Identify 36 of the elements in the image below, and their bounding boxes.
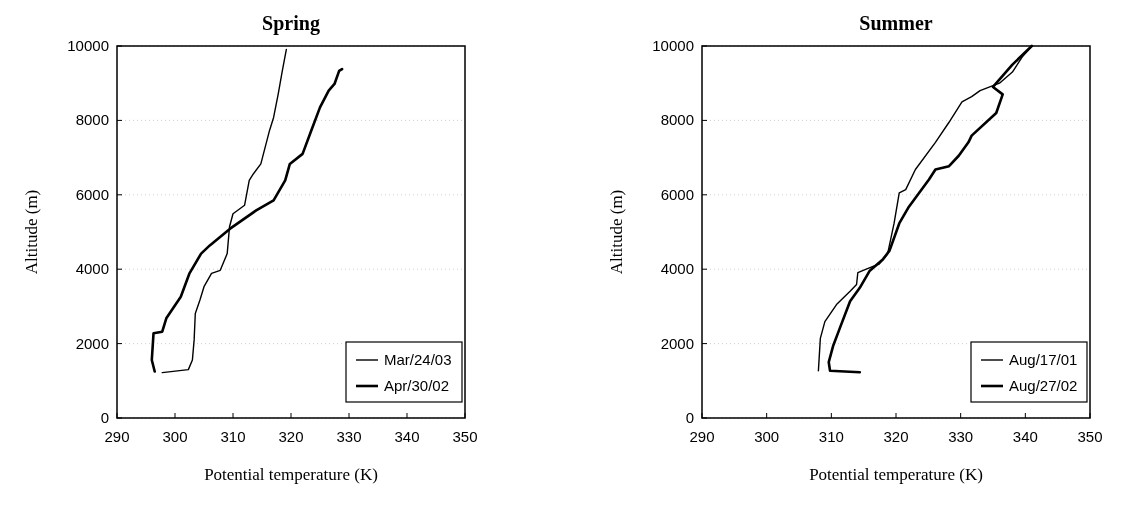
x-axis-title: Potential temperature (K) — [809, 465, 983, 484]
y-tick-label: 8000 — [660, 111, 694, 129]
x-tick-label: 310 — [220, 428, 246, 445]
x-tick-label: 290 — [104, 428, 130, 445]
chart-title: Spring — [262, 12, 320, 35]
x-tick-label: 350 — [1077, 428, 1103, 445]
y-tick-label: 0 — [685, 409, 694, 426]
y-tick-label: 6000 — [75, 185, 109, 203]
y-axis-title: Altitude (m) — [22, 189, 41, 275]
x-tick-label: 310 — [818, 428, 844, 445]
x-tick-label: 290 — [689, 428, 715, 445]
x-tick-label: 330 — [948, 428, 974, 445]
x-tick-label: 340 — [1012, 428, 1038, 445]
y-tick-label: 4000 — [660, 260, 694, 278]
y-tick-label: 2000 — [75, 334, 109, 352]
x-axis-title: Potential temperature (K) — [204, 465, 378, 484]
legend-label: Mar/24/03 — [384, 351, 452, 368]
y-tick-label: 10000 — [652, 37, 694, 54]
x-tick-label: 300 — [162, 428, 188, 445]
y-tick-label: 8000 — [75, 111, 109, 129]
x-tick-label: 320 — [278, 428, 304, 445]
y-tick-label: 10000 — [67, 37, 109, 54]
y-axis-title: Altitude (m) — [607, 189, 626, 275]
legend-label: Apr/30/02 — [384, 377, 450, 394]
x-tick-label: 330 — [336, 428, 362, 445]
x-tick-label: 320 — [883, 428, 909, 445]
legend-label: Aug/17/01 — [1009, 351, 1078, 368]
x-tick-label: 340 — [394, 428, 420, 445]
x-tick-label: 350 — [452, 428, 478, 445]
legend-label: Aug/27/02 — [1009, 377, 1078, 394]
y-tick-label: 6000 — [660, 185, 694, 203]
y-tick-label: 4000 — [75, 260, 109, 278]
y-tick-label: 0 — [100, 409, 109, 426]
y-tick-label: 2000 — [660, 334, 694, 352]
x-tick-label: 300 — [754, 428, 780, 445]
chart-title: Summer — [859, 12, 933, 34]
